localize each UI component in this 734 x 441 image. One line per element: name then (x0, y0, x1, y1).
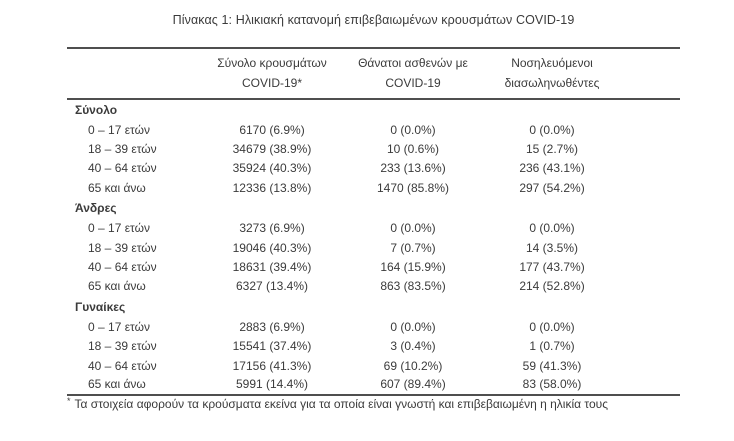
footnote: * Τα στοιχεία αφορούν τα κρούσματα εκείνα… (67, 396, 717, 411)
age-label: 65 και άνω (88, 279, 146, 294)
spacer-cell (625, 277, 680, 296)
age-label: 18 – 39 ετών (88, 339, 157, 354)
age-label: 65 και άνω (88, 377, 146, 392)
header-intubated-line1: Νοσηλευόμενοι (511, 56, 593, 70)
cases-cell: 6327 (13.4%) (235, 279, 309, 294)
section-label: Άνδρες (75, 201, 117, 216)
table-row: 18 – 39 ετών 19046 (40.3%) 7 (0.7%) 14 (3.5… (67, 238, 680, 257)
spacer-cell (625, 238, 680, 257)
table-row: 65 και άνω 5991 (14.4%) 607 (89.4%) 83 (58.… (67, 375, 680, 394)
covid-age-distribution-table: Σύνολο κρουσμάτων COVID-19* Θάνατοι ασθε… (67, 47, 680, 396)
intubated-cell: 214 (52.8%) (519, 279, 585, 294)
header-total-cases-line2: COVID-19* (241, 76, 303, 90)
intubated-cell: 0 (0.0%) (529, 221, 575, 236)
table-body: Σύνολο 0 – 17 ετών 6170 (6.9%) 0 (0.0%) 0 (0… (67, 99, 680, 395)
section-row: Γυναίκες (67, 296, 680, 317)
section-row: Άνδρες (67, 198, 680, 219)
cases-cell: 15541 (37.4%) (232, 339, 312, 354)
age-label: 40 – 64 ετών (88, 161, 157, 176)
age-label: 40 – 64 ετών (88, 260, 157, 275)
deaths-cell: 10 (0.6%) (386, 142, 440, 157)
cases-cell: 19046 (40.3%) (232, 240, 312, 255)
spacer-cell (625, 120, 680, 139)
table-row: 40 – 64 ετών 17156 (41.3%) 69 (10.2%) 59 (4… (67, 356, 680, 375)
header-deaths: Θάνατοι ασθενών με COVID-19 (347, 48, 479, 100)
deaths-cell: 3 (0.4%) (390, 339, 436, 354)
table-title: Πίνακας 1: Ηλικιακή κατανομή επιβεβαιωμέ… (172, 13, 575, 27)
header-deaths-line1: Θάνατοι ασθενών με (358, 56, 468, 70)
spacer-cell (625, 219, 680, 238)
spacer-cell (625, 257, 680, 276)
table-row: 40 – 64 ετών 18631 (39.4%) 164 (15.9%) 177 … (67, 257, 680, 276)
table-row: 0 – 17 ετών 3273 (6.9%) 0 (0.0%) 0 (0.0%) (67, 219, 680, 238)
intubated-cell: 0 (0.0%) (529, 319, 575, 334)
spacer-cell (625, 178, 680, 197)
deaths-cell: 0 (0.0%) (390, 221, 436, 236)
cases-cell: 6170 (6.9%) (239, 122, 305, 137)
table-header: Σύνολο κρουσμάτων COVID-19* Θάνατοι ασθε… (67, 48, 680, 100)
table-row: 18 – 39 ετών 34679 (38.9%) 10 (0.6%) 15 (2.… (67, 139, 680, 158)
cases-cell: 17156 (41.3%) (232, 358, 312, 373)
header-empty-cell (67, 48, 197, 100)
age-label: 18 – 39 ετών (88, 240, 157, 255)
spacer-cell (625, 139, 680, 158)
intubated-cell: 236 (43.1%) (519, 161, 585, 176)
intubated-cell: 14 (3.5%) (525, 240, 579, 255)
deaths-cell: 0 (0.0%) (390, 122, 436, 137)
header-total-cases-line1: Σύνολο κρουσμάτων (217, 56, 327, 70)
footnote-text: Τα στοιχεία αφορούν τα κρούσματα εκείνα … (74, 397, 608, 411)
section-label: Γυναίκες (75, 299, 126, 314)
deaths-cell: 607 (89.4%) (380, 377, 446, 392)
footnote-asterisk: * (67, 396, 71, 406)
deaths-cell: 863 (83.5%) (380, 279, 446, 294)
age-label: 18 – 39 ετών (88, 142, 157, 157)
intubated-cell: 59 (41.3%) (522, 358, 582, 373)
spacer-cell (625, 317, 680, 336)
header-spacer-cell (625, 48, 680, 100)
deaths-cell: 69 (10.2%) (383, 358, 443, 373)
table-row: 65 και άνω 12336 (13.8%) 1470 (85.8%) 297 (… (67, 178, 680, 197)
cases-cell: 2883 (6.9%) (239, 319, 305, 334)
age-label: 0 – 17 ετών (88, 221, 150, 236)
cases-cell: 34679 (38.9%) (232, 142, 312, 157)
table-row: 40 – 64 ετών 35924 (40.3%) 233 (13.6%) 236 … (67, 159, 680, 178)
header-row: Σύνολο κρουσμάτων COVID-19* Θάνατοι ασθε… (67, 48, 680, 100)
header-deaths-line2: COVID-19 (385, 76, 441, 90)
intubated-cell: 297 (54.2%) (519, 180, 585, 195)
intubated-cell: 0 (0.0%) (529, 122, 575, 137)
section-label: Σύνολο (75, 103, 118, 117)
header-intubated-line2: διασωληνωθέντες (504, 76, 600, 90)
intubated-cell: 15 (2.7%) (525, 142, 579, 157)
cases-cell: 12336 (13.8%) (232, 180, 312, 195)
deaths-cell: 164 (15.9%) (380, 260, 446, 275)
age-label: 0 – 17 ετών (88, 319, 150, 334)
spacer-cell (625, 159, 680, 178)
intubated-cell: 177 (43.7%) (519, 260, 585, 275)
deaths-cell: 7 (0.7%) (390, 240, 436, 255)
deaths-cell: 0 (0.0%) (390, 319, 436, 334)
cases-cell: 18631 (39.4%) (232, 260, 312, 275)
age-label: 65 και άνω (88, 180, 146, 195)
spacer-cell (625, 375, 680, 394)
table-row: 0 – 17 ετών 6170 (6.9%) 0 (0.0%) 0 (0.0%) (67, 120, 680, 139)
cases-cell: 35924 (40.3%) (232, 161, 312, 176)
age-label: 0 – 17 ετών (88, 122, 150, 137)
spacer-cell (625, 356, 680, 375)
intubated-cell: 1 (0.7%) (529, 339, 575, 354)
section-row: Σύνολο (67, 99, 680, 120)
table-row: 65 και άνω 6327 (13.4%) 863 (83.5%) 214 (52… (67, 277, 680, 296)
cases-cell: 3273 (6.9%) (239, 221, 305, 236)
deaths-cell: 1470 (85.8%) (376, 180, 450, 195)
cases-cell: 5991 (14.4%) (235, 377, 309, 392)
header-intubated: Νοσηλευόμενοι διασωληνωθέντες (479, 48, 625, 100)
header-total-cases: Σύνολο κρουσμάτων COVID-19* (197, 48, 347, 100)
spacer-cell (625, 337, 680, 356)
table-row: 18 – 39 ετών 15541 (37.4%) 3 (0.4%) 1 (0.7%… (67, 337, 680, 356)
deaths-cell: 233 (13.6%) (380, 161, 446, 176)
table-row: 0 – 17 ετών 2883 (6.9%) 0 (0.0%) 0 (0.0%) (67, 317, 680, 336)
intubated-cell: 83 (58.0%) (522, 377, 582, 392)
age-label: 40 – 64 ετών (88, 358, 157, 373)
